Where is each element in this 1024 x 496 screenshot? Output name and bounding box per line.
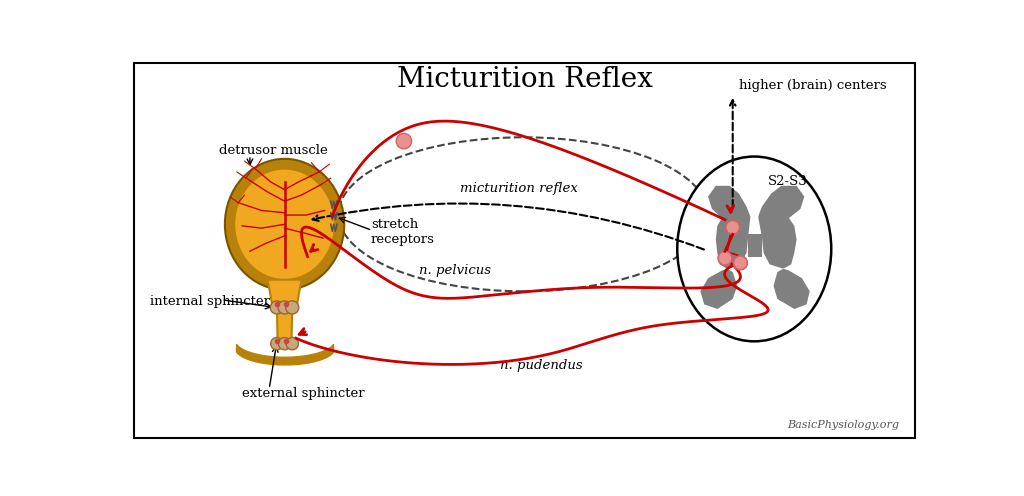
Ellipse shape bbox=[236, 170, 334, 279]
Polygon shape bbox=[749, 234, 762, 256]
Circle shape bbox=[278, 301, 291, 314]
Text: n. pudendus: n. pudendus bbox=[500, 360, 583, 372]
Polygon shape bbox=[700, 186, 751, 309]
Polygon shape bbox=[745, 267, 764, 299]
Text: BasicPhysiology.org: BasicPhysiology.org bbox=[787, 420, 899, 430]
Text: S2-S3: S2-S3 bbox=[768, 175, 808, 187]
Text: Micturition Reflex: Micturition Reflex bbox=[397, 66, 652, 93]
Circle shape bbox=[718, 251, 732, 265]
Circle shape bbox=[726, 220, 739, 234]
Circle shape bbox=[286, 337, 298, 350]
Ellipse shape bbox=[677, 157, 831, 341]
Circle shape bbox=[733, 256, 748, 270]
Text: n. pelvicus: n. pelvicus bbox=[419, 264, 492, 277]
Circle shape bbox=[270, 337, 283, 350]
Polygon shape bbox=[752, 189, 758, 217]
Polygon shape bbox=[276, 305, 292, 344]
Circle shape bbox=[286, 301, 299, 314]
Circle shape bbox=[396, 133, 412, 149]
Circle shape bbox=[279, 337, 291, 350]
Ellipse shape bbox=[225, 159, 344, 290]
Text: micturition reflex: micturition reflex bbox=[461, 183, 579, 195]
Text: detrusor muscle: detrusor muscle bbox=[219, 144, 328, 157]
Polygon shape bbox=[758, 186, 810, 309]
Text: internal sphincter: internal sphincter bbox=[150, 295, 269, 308]
Circle shape bbox=[270, 301, 284, 314]
Polygon shape bbox=[267, 280, 301, 305]
Text: higher (brain) centers: higher (brain) centers bbox=[739, 79, 887, 92]
Text: stretch
receptors: stretch receptors bbox=[371, 218, 434, 246]
Text: external sphincter: external sphincter bbox=[243, 387, 365, 400]
